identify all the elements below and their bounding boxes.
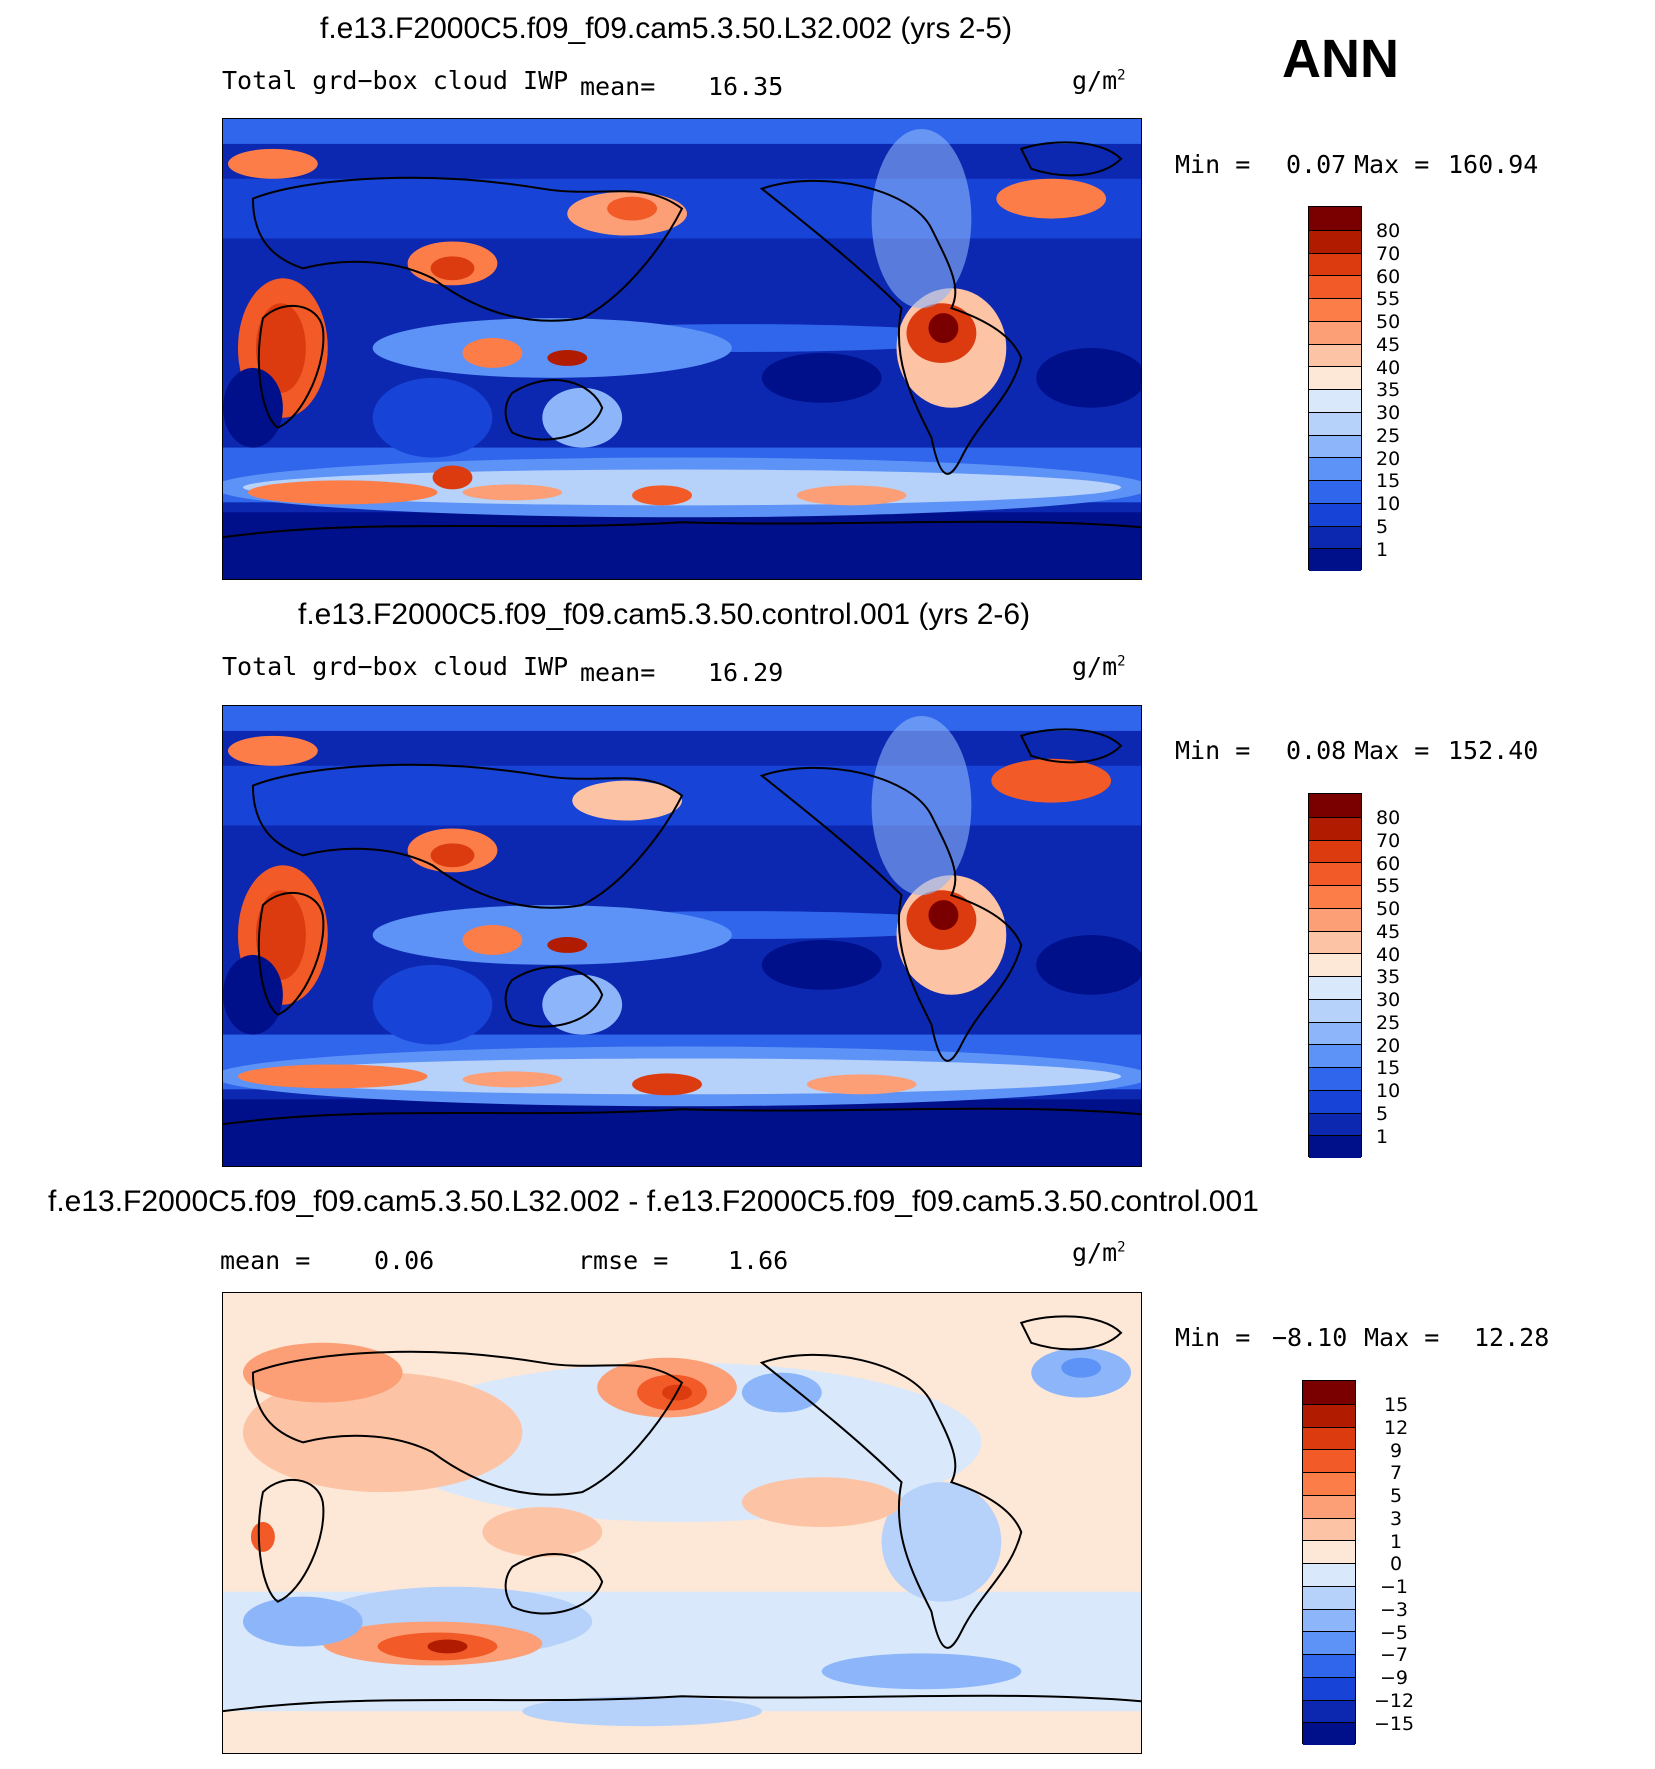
colorbar-tick-label: 5 (1376, 1103, 1389, 1125)
panel-1-field (213, 119, 1151, 579)
colorbar-tick-label: 70 (1376, 243, 1401, 265)
colorbar-tick-label: 15 (1376, 1057, 1401, 1079)
panel-2-variable: Total grd−box cloud IWP (222, 652, 569, 681)
panel-3-title: f.e13.F2000C5.f09_f09.cam5.3.50.L32.002 … (48, 1185, 1259, 1218)
panel-1-units: g/m2 (1072, 66, 1126, 95)
panel-2-max-label: Max = (1354, 736, 1430, 765)
colorbar-tick-label: 50 (1376, 311, 1401, 333)
panel-1-max-label: Max = (1354, 150, 1430, 179)
colorbar-tick-label: 1 (1376, 1126, 1389, 1148)
panel-2-map (213, 705, 1151, 1167)
colorbar-tick-label: 45 (1376, 921, 1401, 943)
colorbar-tick-label: 80 (1376, 807, 1401, 829)
panel-1-mean-label: mean= (580, 72, 656, 101)
panel-1-colorbar (1308, 206, 1362, 571)
colorbar-tick-label: 15 (1384, 1394, 1409, 1416)
colorbar-tick-label: 20 (1376, 1035, 1401, 1057)
panel-3-min-value: −8.10 (1272, 1323, 1348, 1352)
colorbar-tick-label: 30 (1376, 989, 1401, 1011)
panel-2-title: f.e13.F2000C5.f09_f09.cam5.3.50.control.… (298, 598, 1031, 631)
colorbar-tick-label: 45 (1376, 334, 1401, 356)
colorbar-tick-label: 40 (1376, 944, 1401, 966)
panel-2-units: g/m2 (1072, 652, 1126, 681)
panel-1-min-label: Min = (1175, 150, 1251, 179)
panel-2-min-value: 0.08 (1286, 736, 1347, 765)
colorbar-tick-label: 60 (1376, 266, 1401, 288)
colorbar-tick-label: 70 (1376, 830, 1401, 852)
colorbar-tick-label: 50 (1376, 898, 1401, 920)
panel-3-field (222, 1293, 1142, 1753)
colorbar-tick-label: 25 (1376, 425, 1401, 447)
colorbar-tick-label: 40 (1376, 357, 1401, 379)
panel-2-colorbar (1308, 793, 1362, 1158)
colorbar-tick-label: 3 (1390, 1508, 1403, 1530)
colorbar-tick-label: 7 (1390, 1462, 1403, 1484)
colorbar-tick-label: 0 (1390, 1553, 1403, 1575)
colorbar-tick-label: 30 (1376, 402, 1401, 424)
panel-2-min-label: Min = (1175, 736, 1251, 765)
colorbar-tick-label: 60 (1376, 853, 1401, 875)
colorbar-tick-label: 35 (1376, 966, 1401, 988)
panel-1-title: f.e13.F2000C5.f09_f09.cam5.3.50.L32.002 … (320, 12, 1013, 45)
colorbar-tick-label: 15 (1376, 470, 1401, 492)
colorbar-tick-label: −3 (1380, 1599, 1409, 1621)
panel-1-min-value: 0.07 (1286, 150, 1347, 179)
colorbar-tick-label: 5 (1390, 1485, 1403, 1507)
colorbar-tick-label: 25 (1376, 1012, 1401, 1034)
panel-1-variable: Total grd−box cloud IWP (222, 66, 569, 95)
panel-3-max-value: 12.28 (1474, 1323, 1550, 1352)
colorbar-tick-label: 12 (1384, 1417, 1409, 1439)
panel-1-map (213, 118, 1151, 580)
colorbar-tick-label: −1 (1380, 1576, 1409, 1598)
panel-1-max-value: 160.94 (1448, 150, 1539, 179)
colorbar-tick-label: 1 (1376, 539, 1389, 561)
panel-3-mean-value: 0.06 (374, 1246, 435, 1275)
colorbar-tick-label: 55 (1376, 288, 1401, 310)
colorbar-tick-label: −7 (1380, 1644, 1409, 1666)
colorbar-tick-label: 55 (1376, 875, 1401, 897)
panel-3-mean-label: mean = (220, 1246, 311, 1275)
panel-3-colorbar (1302, 1380, 1356, 1745)
colorbar-tick-label: 20 (1376, 448, 1401, 470)
colorbar-tick-label: 80 (1376, 220, 1401, 242)
season-label: ANN (1282, 29, 1399, 89)
colorbar-tick-label: 5 (1376, 516, 1389, 538)
panel-2-max-value: 152.40 (1448, 736, 1539, 765)
colorbar-tick-label: −12 (1374, 1690, 1415, 1712)
colorbar-tick-label: 10 (1376, 493, 1401, 515)
panel-1-mean-value: 16.35 (708, 72, 784, 101)
colorbar-tick-label: −5 (1380, 1622, 1409, 1644)
panel-2-mean-label: mean= (580, 658, 656, 687)
colorbar-tick-label: 35 (1376, 379, 1401, 401)
colorbar-tick-label: −15 (1374, 1713, 1415, 1735)
panel-3-max-label: Max = (1364, 1323, 1440, 1352)
panel-2-field (213, 706, 1151, 1166)
panel-3-map (222, 1292, 1142, 1754)
panel-3-min-label: Min = (1175, 1323, 1251, 1352)
panel-2-mean-value: 16.29 (708, 658, 784, 687)
colorbar-tick-label: 10 (1376, 1080, 1401, 1102)
colorbar-tick-label: 9 (1390, 1440, 1403, 1462)
colorbar-tick-label: −9 (1380, 1667, 1409, 1689)
panel-3-rmse-label: rmse = (578, 1246, 669, 1275)
panel-3-units: g/m2 (1072, 1238, 1126, 1267)
panel-3-rmse-value: 1.66 (728, 1246, 789, 1275)
colorbar-tick-label: 1 (1390, 1531, 1403, 1553)
